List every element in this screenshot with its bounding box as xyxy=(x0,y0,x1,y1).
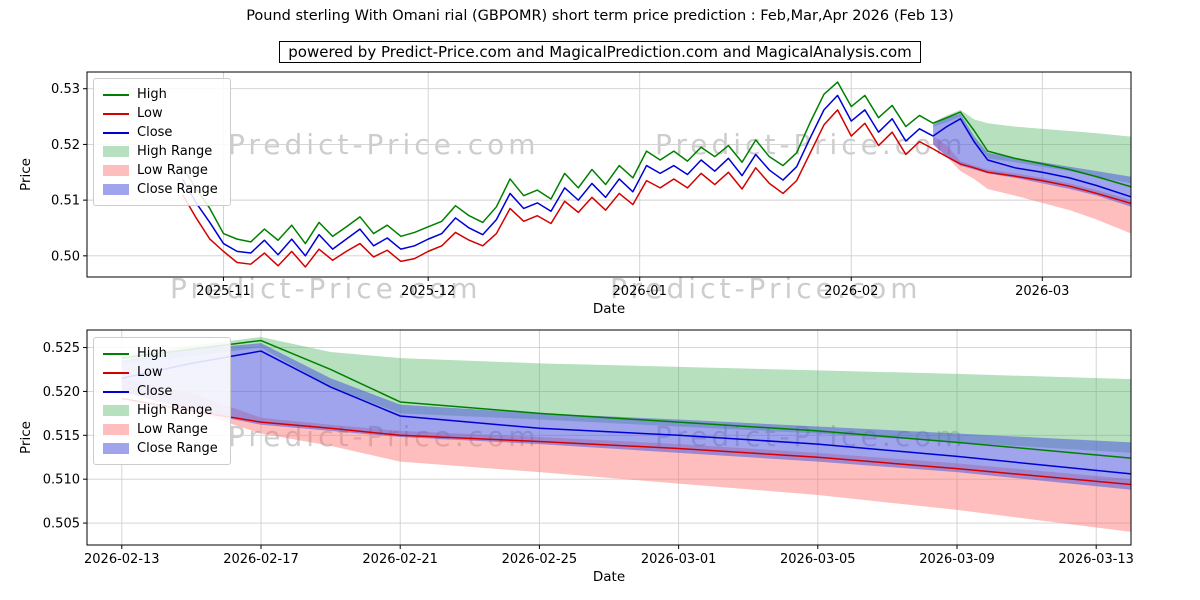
x-tick-label: 2026-02-17 xyxy=(223,552,299,567)
x-tick-label: 2026-03-09 xyxy=(919,552,995,567)
legend-item-low: Low xyxy=(103,104,218,123)
close-range-band xyxy=(121,343,1132,490)
powered-by-box: powered by Predict-Price.com and Magical… xyxy=(279,41,921,63)
high-forecast-line xyxy=(932,111,1132,188)
legend-label: High Range xyxy=(137,403,213,418)
legend-label: Close Range xyxy=(137,182,218,197)
legend-item-low-range: Low Range xyxy=(103,161,218,180)
x-axis-label: Date xyxy=(593,569,625,585)
low-range-band xyxy=(121,378,1132,532)
legend-item-close-range: Close Range xyxy=(103,180,218,199)
x-tick-label: 2026-03 xyxy=(1015,284,1069,299)
x-tick-label: 2026-02-13 xyxy=(84,552,160,567)
close-line xyxy=(181,94,934,257)
y-tick-label: 0.505 xyxy=(43,517,80,532)
low-range-band xyxy=(933,136,1131,234)
low-forecast-line xyxy=(932,148,1132,205)
y-tick-label: 0.510 xyxy=(43,473,80,488)
x-tick-label: 2026-03-01 xyxy=(641,552,717,567)
legend-label: Low xyxy=(137,106,163,121)
x-tick-label: 2026-02-25 xyxy=(502,552,578,567)
x-tick-label: 2026-02 xyxy=(824,284,878,299)
y-axis-label: Price xyxy=(18,421,34,454)
legend-item-high: High xyxy=(103,344,218,363)
plot-border xyxy=(86,329,1132,546)
chart-title: Pound sterling With Omani rial (GBPOMR) … xyxy=(246,8,954,24)
x-tick-label: 2025-11 xyxy=(196,284,250,299)
forecast-chart: 2026-02-13 2026-02-17 2026-02-21 2026-02-25… xyxy=(18,329,1134,585)
legend-label: High xyxy=(137,87,167,102)
close-forecast-line xyxy=(932,118,1132,198)
legend-label: High xyxy=(137,346,167,361)
legend-item-high-range: High Range xyxy=(103,142,218,161)
legend-label: Low Range xyxy=(137,163,208,178)
subtitle-wrap: powered by Predict-Price.com and Magical… xyxy=(0,41,1200,63)
y-tick-label: 0.51 xyxy=(51,194,80,209)
legend-patch-swatch xyxy=(103,443,129,454)
y-axis-label: Price xyxy=(18,158,34,191)
close-range-band xyxy=(933,113,1131,207)
history-chart: 2025-11 2025-12 2026-01 2026-02 2026-03 0.50 0… xyxy=(18,71,1132,317)
legend-item-low: Low xyxy=(103,363,218,382)
legend-label: Close xyxy=(137,125,173,140)
forecast-chart-legend: High Low Close High Range Low Range Close Ran… xyxy=(93,337,231,465)
y-tick-label: 0.525 xyxy=(43,341,80,356)
legend-item-close: Close xyxy=(103,123,218,142)
legend-patch-swatch xyxy=(103,146,129,157)
x-tick-label: 2026-03-13 xyxy=(1058,552,1134,567)
x-tick-label: 2026-01 xyxy=(613,284,667,299)
legend-item-low-range: Low Range xyxy=(103,420,218,439)
legend-line-swatch xyxy=(103,112,129,115)
legend-label: Low Range xyxy=(137,422,208,437)
legend-item-close: Close xyxy=(103,382,218,401)
y-tick-label: 0.52 xyxy=(51,138,80,153)
high-range-band xyxy=(933,109,1131,184)
y-tick-label: 0.53 xyxy=(51,82,80,97)
legend-label: Close Range xyxy=(137,441,218,456)
legend-label: Close xyxy=(137,384,173,399)
x-tick-label: 2025-12 xyxy=(401,284,455,299)
history-chart-legend: High Low Close High Range Low Range Close Ran… xyxy=(93,78,231,206)
y-tick-label: 0.520 xyxy=(43,385,80,400)
legend-line-swatch xyxy=(103,371,129,374)
y-tick-label: 0.515 xyxy=(43,429,80,444)
legend-line-swatch xyxy=(103,352,129,355)
legend-item-high-range: High Range xyxy=(103,401,218,420)
x-axis-label: Date xyxy=(593,301,625,317)
legend-patch-swatch xyxy=(103,184,129,195)
legend-line-swatch xyxy=(103,93,129,96)
low-line xyxy=(181,109,934,268)
legend-line-swatch xyxy=(103,390,129,393)
plot-border xyxy=(86,71,1132,278)
legend-label: High Range xyxy=(137,144,213,159)
legend-patch-swatch xyxy=(103,165,129,176)
high-line xyxy=(181,81,934,245)
legend-patch-swatch xyxy=(103,424,129,435)
high-range-band xyxy=(121,337,1132,453)
legend-patch-swatch xyxy=(103,405,129,416)
legend-item-close-range: Close Range xyxy=(103,439,218,458)
legend-item-high: High xyxy=(103,85,218,104)
legend-line-swatch xyxy=(103,131,129,134)
legend-label: Low xyxy=(137,365,163,380)
x-tick-label: 2026-02-21 xyxy=(362,552,438,567)
y-tick-label: 0.50 xyxy=(51,249,80,264)
x-tick-label: 2026-03-05 xyxy=(780,552,856,567)
